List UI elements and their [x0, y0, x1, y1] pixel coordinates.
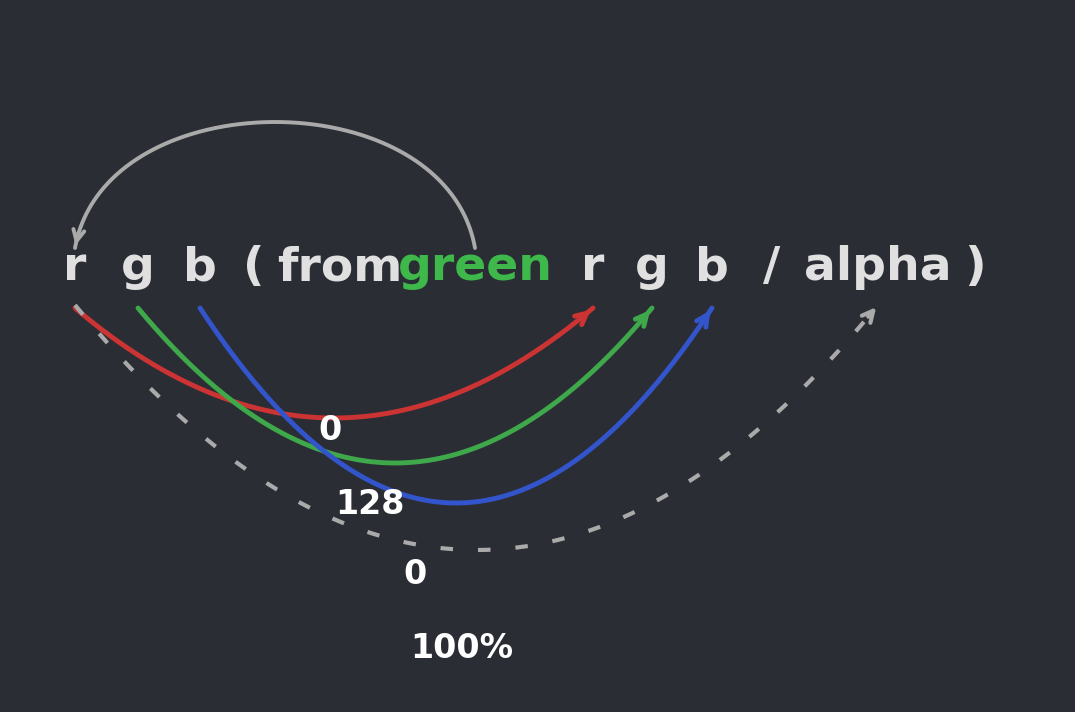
Text: r: r	[63, 246, 87, 290]
Text: from: from	[277, 246, 403, 290]
Text: g: g	[635, 246, 669, 290]
Text: ): )	[964, 246, 986, 290]
Text: 128: 128	[335, 488, 405, 521]
Text: 100%: 100%	[411, 632, 514, 664]
Text: /: /	[763, 246, 780, 290]
Text: r: r	[582, 246, 604, 290]
Text: green: green	[398, 246, 553, 290]
Text: 0: 0	[318, 414, 342, 446]
Text: 0: 0	[403, 558, 427, 592]
Text: g: g	[121, 246, 155, 290]
Text: b: b	[183, 246, 217, 290]
Text: alpha: alpha	[804, 246, 951, 290]
Text: b: b	[696, 246, 729, 290]
Text: (: (	[243, 246, 264, 290]
